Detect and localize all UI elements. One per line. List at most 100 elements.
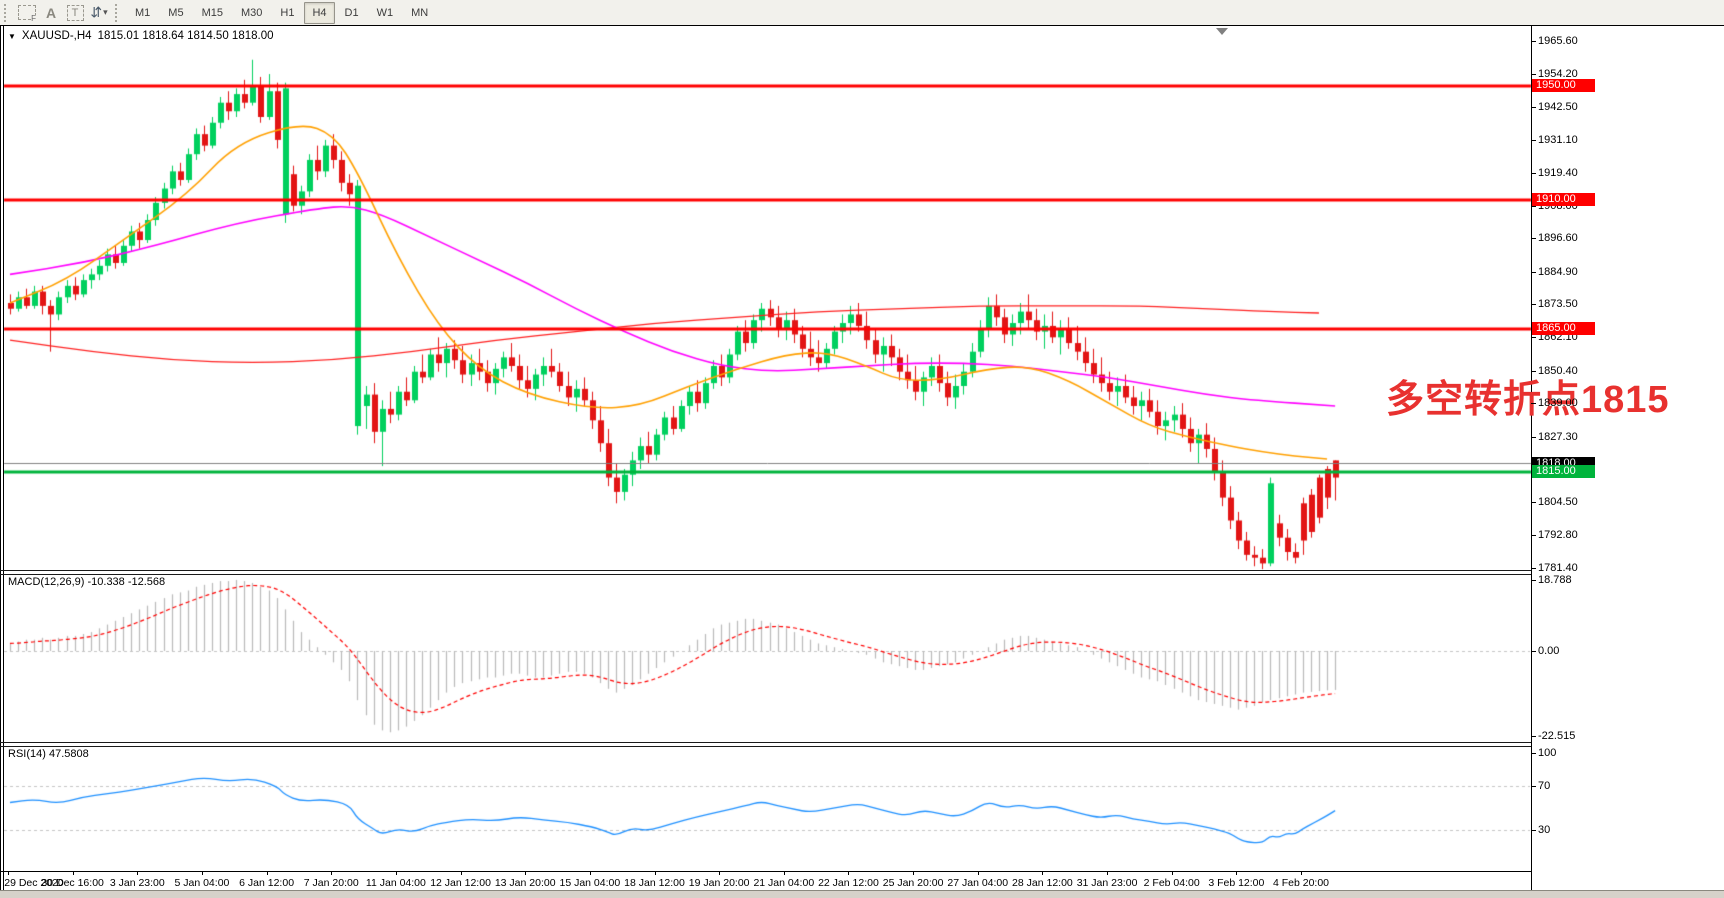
price-badge-1910.00: 1910.00 <box>1532 193 1595 207</box>
price-tick-mark <box>1531 106 1536 108</box>
time-tick-mark <box>1301 871 1302 875</box>
dotted-grid-f-icon[interactable]: F <box>15 3 39 23</box>
time-tick-mark <box>395 871 397 875</box>
time-axis-label: 2 Feb 04:00 <box>1143 877 1200 889</box>
time-axis-label: 22 Jan 12:00 <box>818 877 879 889</box>
indicator-tick-label: -22.515 <box>1538 730 1576 743</box>
time-tick-mark <box>8 871 9 875</box>
price-tick-mark <box>1531 403 1536 405</box>
price-tick-label: 1931.10 <box>1538 133 1578 146</box>
time-tick-mark <box>201 871 203 875</box>
panel-separator-rsi[interactable] <box>0 742 1531 747</box>
indicator-tick-mark <box>1531 753 1536 755</box>
time-tick-mark <box>1107 871 1109 875</box>
chart-top-border <box>0 25 1724 26</box>
collapse-triangle-icon[interactable]: ▼ <box>8 31 16 41</box>
time-tick-mark <box>137 871 139 875</box>
price-tick-label: 1804.50 <box>1538 495 1578 508</box>
price-tick-mark <box>1531 238 1536 240</box>
price-tick-label: 1781.40 <box>1538 561 1578 574</box>
indicator-tick-label: 18.788 <box>1538 573 1572 586</box>
indicator-tick-mark <box>1531 579 1536 581</box>
time-axis-label: 6 Jan 12:00 <box>239 877 295 889</box>
timeframe-button-mn[interactable]: MN <box>411 6 429 19</box>
chart-canvas[interactable] <box>0 25 1724 890</box>
indicator-tick-mark <box>1531 736 1536 738</box>
time-axis-label: 13 Jan 20:00 <box>494 877 556 889</box>
chart-left-border <box>0 25 1 890</box>
price-tick-mark <box>1531 436 1536 438</box>
chart-annotation-text: 多空转折点1815 <box>1386 379 1670 421</box>
price-badge-1865.00: 1865.00 <box>1532 322 1595 336</box>
time-axis-label: 3 Jan 23:00 <box>109 877 165 889</box>
price-axis-border <box>1531 25 1532 890</box>
toolbar-grip[interactable] <box>4 3 11 22</box>
timeframe-button-m15[interactable]: M15 <box>201 6 223 19</box>
panel-separator-macd[interactable] <box>0 570 1531 575</box>
time-tick-mark <box>266 871 268 875</box>
time-tick-mark <box>719 871 721 875</box>
time-axis-label: 29 Dec 2020 <box>4 877 64 889</box>
time-tick-mark <box>460 871 462 875</box>
macd-label: MACD(12,26,9) -10.338 -12.568 <box>8 576 166 588</box>
time-axis-label: 5 Jan 04:00 <box>174 877 230 889</box>
price-tick-mark <box>1531 271 1536 273</box>
time-tick-mark <box>72 871 74 875</box>
time-tick-mark <box>977 871 979 875</box>
time-axis-label: 11 Jan 04:00 <box>365 877 426 889</box>
time-axis-label: 25 Jan 20:00 <box>882 877 944 889</box>
indicator-tick-label: 0.00 <box>1538 645 1560 657</box>
timeframe-button-m30[interactable]: M30 <box>240 6 263 19</box>
timeframe-bar: M1 M5 M15 M30 H1 H4 D1 W1 MN <box>126 1 437 24</box>
arrange-arrows-icon[interactable]: ⇵ ▾ <box>90 4 108 20</box>
timeframe-button-d1[interactable]: D1 <box>344 6 359 19</box>
timeframe-button-m1[interactable]: M1 <box>135 6 151 19</box>
time-tick-mark <box>1171 871 1173 875</box>
toolbar-grip-2[interactable] <box>115 3 122 22</box>
label-a-icon[interactable]: A <box>45 4 57 21</box>
time-tick-mark <box>783 871 785 875</box>
price-tick-label: 1896.60 <box>1538 232 1578 245</box>
chart-title: ▼ XAUUSD-,H4 1815.01 1818.64 1814.50 181… <box>8 30 274 42</box>
time-axis-label: 12 Jan 12:00 <box>430 877 491 889</box>
price-tick-mark <box>1531 501 1536 503</box>
price-tick-mark <box>1531 139 1536 141</box>
time-axis-label: 15 Jan 04:00 <box>559 877 621 889</box>
timeframe-button-h1[interactable]: H1 <box>280 6 295 19</box>
price-tick-label: 1965.60 <box>1538 34 1578 47</box>
time-axis-label: 3 Feb 12:00 <box>1208 877 1265 889</box>
price-tick-mark <box>1531 567 1536 569</box>
time-tick-mark <box>654 871 656 875</box>
time-axis-label: 27 Jan 04:00 <box>947 877 1009 889</box>
timeframe-button-m5[interactable]: M5 <box>168 6 184 19</box>
price-tick-mark <box>1531 337 1536 339</box>
time-axis-label: 19 Jan 20:00 <box>688 877 750 889</box>
indicator-tick-label: 30 <box>1538 823 1551 836</box>
price-tick-label: 1873.50 <box>1538 298 1578 311</box>
timeframe-button-w1[interactable]: W1 <box>376 6 394 19</box>
price-tick-label: 1942.50 <box>1538 100 1578 113</box>
time-axis-label: 18 Jan 12:00 <box>624 877 685 889</box>
time-tick-mark <box>848 871 850 875</box>
time-tick-mark <box>913 871 915 875</box>
price-tick-mark <box>1531 370 1536 372</box>
price-tick-mark <box>1531 535 1536 537</box>
chart-left-inner-border <box>3 25 4 890</box>
price-badge-1950.00: 1950.00 <box>1532 79 1595 93</box>
rsi-value: 47.5808 <box>48 748 89 760</box>
price-tick-label: 1792.80 <box>1538 529 1578 542</box>
price-badge-1815.00: 1815.00 <box>1532 465 1595 479</box>
price-tick-label: 1919.40 <box>1538 167 1578 180</box>
price-tick-label: 1954.20 <box>1538 67 1578 80</box>
dotted-grid-f-icon-box: F <box>18 5 36 23</box>
ohlc-values: 1815.01 1818.64 1814.50 1818.00 <box>97 30 274 42</box>
toolbar: F A T ⇵ ▾ M1 M5 M15 M30 H1 H4 D1 W1 MN <box>0 0 1724 26</box>
timeframe-button-h4[interactable]: H4 <box>304 1 335 24</box>
price-tick-label: 1839.00 <box>1538 397 1578 410</box>
time-tick-mark <box>1042 871 1044 875</box>
chart-shift-marker-icon[interactable] <box>1216 28 1228 35</box>
text-box-icon[interactable]: T <box>63 3 87 23</box>
time-tick-mark <box>1236 871 1238 875</box>
dropdown-caret-icon[interactable]: ▾ <box>103 7 108 17</box>
chart-window: ▼ XAUUSD-,H4 1815.01 1818.64 1814.50 181… <box>0 25 1724 890</box>
